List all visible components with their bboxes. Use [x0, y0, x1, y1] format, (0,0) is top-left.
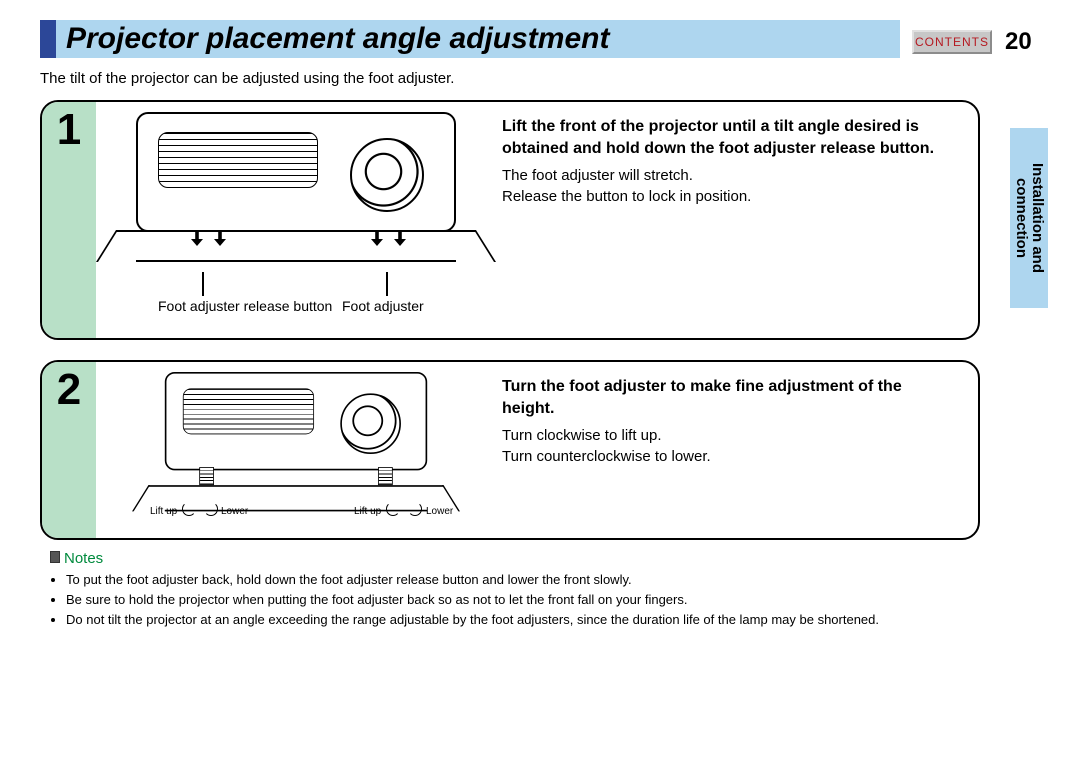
projector-drawing — [165, 372, 427, 470]
pointer-line — [202, 272, 204, 296]
step-body-line: The foot adjuster will stretch. — [502, 165, 958, 186]
step-body-line: Turn counterclockwise to lower. — [502, 446, 958, 467]
foot-adjuster-right — [378, 467, 393, 485]
notes-list: To put the foot adjuster back, hold down… — [50, 571, 1030, 630]
notes-item: To put the foot adjuster back, hold down… — [66, 571, 1030, 589]
label-liftup: Lift up — [354, 506, 381, 517]
label-text: Foot adjuster release button — [158, 298, 332, 314]
notes-item: Do not tilt the projector at an angle ex… — [66, 611, 1030, 629]
label-lower: Lower — [221, 506, 248, 517]
step-2: 2 Lift up Lower Lift up Lower Turn the f… — [40, 360, 980, 540]
projector-grille — [158, 132, 318, 188]
step-body-line: Release the button to lock in position. — [502, 186, 958, 207]
label-lower: Lower — [426, 506, 453, 517]
header-accent — [40, 20, 56, 58]
label-liftup: Lift up — [150, 506, 177, 517]
rotate-arrow-icon — [204, 502, 218, 516]
step-body: The foot adjuster will stretch. Release … — [502, 165, 958, 207]
step-1-text: Lift the front of the projector until a … — [496, 102, 978, 338]
step-heading: Lift the front of the projector until a … — [502, 116, 958, 159]
step-number-col: 2 — [42, 362, 96, 538]
step-number: 1 — [57, 108, 81, 152]
diagram-label-release-button: Foot adjuster release button — [158, 298, 332, 315]
rotate-arrow-icon — [386, 502, 400, 516]
notes-item: Be sure to hold the projector when putti… — [66, 591, 1030, 609]
projector-drawing — [136, 112, 456, 232]
pointer-line — [386, 272, 388, 296]
rotate-arrow-icon — [408, 502, 422, 516]
page-number: 20 — [1005, 28, 1032, 56]
step-1: 1 Foot adjuster release button Foot adju… — [40, 100, 980, 340]
tray-outline — [116, 230, 476, 266]
step-1-diagram: Foot adjuster release button Foot adjust… — [96, 102, 496, 338]
section-tab-line2: connection — [1013, 178, 1030, 258]
notes-heading: Notes — [50, 550, 1030, 567]
label-text: Foot adjuster — [342, 298, 424, 314]
step-2-text: Turn the foot adjuster to make fine adju… — [496, 362, 978, 538]
contents-button[interactable]: CONTENTS — [912, 30, 992, 54]
notes-section: Notes To put the foot adjuster back, hol… — [50, 550, 1030, 632]
step-heading: Turn the foot adjuster to make fine adju… — [502, 376, 958, 419]
intro-text: The tilt of the projector can be adjuste… — [40, 70, 454, 87]
header-banner: Projector placement angle adjustment — [40, 20, 900, 58]
step-number-col: 1 — [42, 102, 96, 338]
projector-lens — [340, 393, 401, 454]
section-tab: Installation and connection — [1010, 128, 1048, 308]
diagram-label-foot-adjuster: Foot adjuster — [342, 298, 424, 315]
step-body-line: Turn clockwise to lift up. — [502, 425, 958, 446]
projector-lens — [350, 138, 424, 212]
rotate-arrow-icon — [182, 502, 196, 516]
foot-adjuster-left — [199, 467, 214, 485]
contents-button-label: CONTENTS — [915, 35, 989, 49]
step-number: 2 — [57, 368, 81, 412]
projector-grille — [183, 388, 314, 434]
step-body: Turn clockwise to lift up. Turn counterc… — [502, 425, 958, 467]
section-tab-label: Installation and connection — [1013, 163, 1045, 273]
section-tab-line1: Installation and — [1029, 163, 1046, 273]
step-2-diagram: Lift up Lower Lift up Lower — [96, 362, 496, 538]
page-title: Projector placement angle adjustment — [66, 22, 609, 56]
